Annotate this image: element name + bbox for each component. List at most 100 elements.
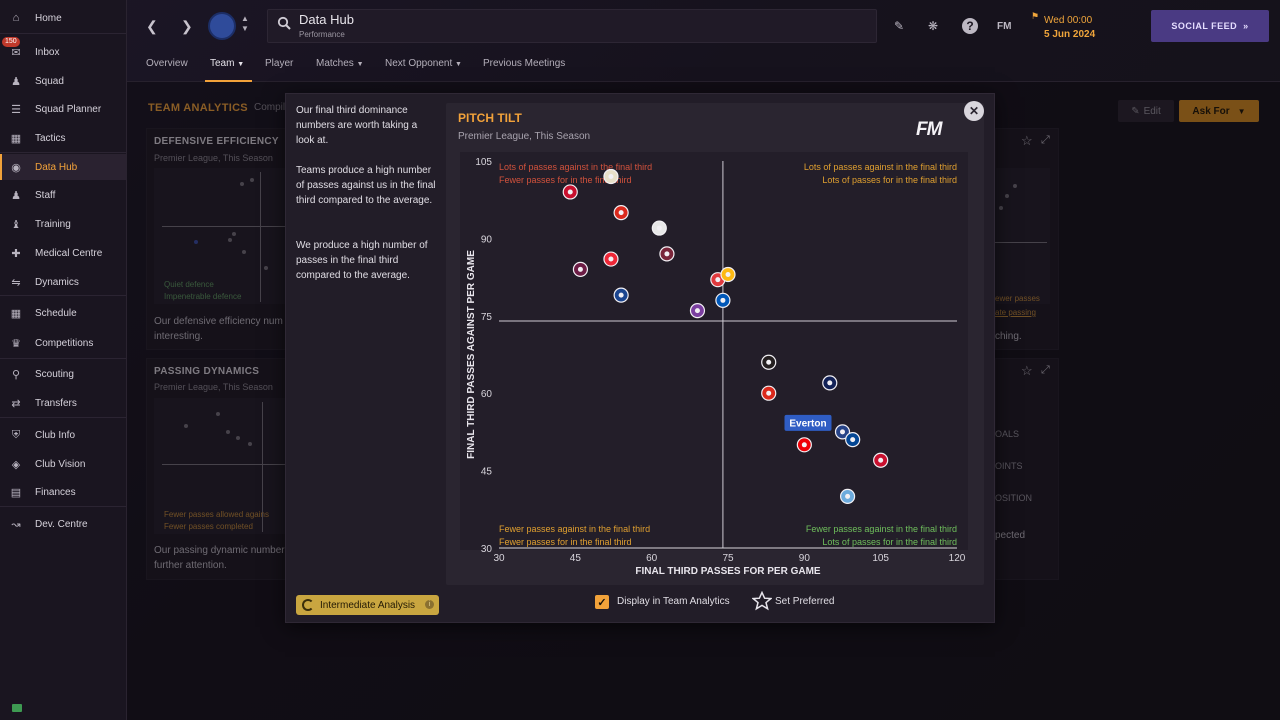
sidebar-item-inbox[interactable]: ✉ Inbox 150 xyxy=(0,37,126,65)
team-point xyxy=(572,261,589,277)
tab-overview[interactable]: Overview xyxy=(146,58,188,69)
mini-chart-dot xyxy=(194,240,198,244)
sidebar-item-label: Dynamics xyxy=(35,276,79,288)
favourite-star-icon[interactable]: ☆ xyxy=(1021,363,1033,378)
fm-menu-icon[interactable]: FM xyxy=(997,21,1012,32)
x-tick-label: 105 xyxy=(872,553,889,564)
schedule-icon: ▦ xyxy=(10,307,22,320)
sidebar-item-club-info[interactable]: ⛨ Club Info xyxy=(0,422,126,448)
team-crest-center xyxy=(608,256,614,262)
sidebar-item-training[interactable]: ♝ Training xyxy=(0,211,126,237)
modal-paragraph-3: We produce a high number of passes in th… xyxy=(296,240,428,281)
mini-chart-dot xyxy=(250,178,254,182)
brain-icon[interactable]: ❋ xyxy=(928,19,939,33)
analysis-level-icon xyxy=(302,599,314,611)
club-crest-icon[interactable] xyxy=(208,12,236,40)
display-in-team-analytics-checkbox[interactable]: ✓ xyxy=(595,595,609,609)
team-point xyxy=(689,303,706,319)
star-icon[interactable] xyxy=(752,591,772,611)
pencil-icon[interactable]: ✎ xyxy=(894,19,905,33)
x-tick-label: 75 xyxy=(722,553,734,564)
quadrant-label: Lots of passes against in the final thir… xyxy=(499,162,652,172)
mini-chart-dot xyxy=(264,266,268,270)
tab-team[interactable]: Team ▼ xyxy=(210,58,244,69)
sidebar-item-dynamics[interactable]: ⇋ Dynamics xyxy=(0,269,126,295)
page-title: Data Hub xyxy=(299,12,354,27)
team-point xyxy=(796,437,812,453)
mini-chart-dot xyxy=(236,436,240,440)
tab-previous-meetings[interactable]: Previous Meetings xyxy=(483,58,566,69)
quadrant-label: Lots of passes for in the final third xyxy=(822,537,957,547)
x-tick-label: 60 xyxy=(646,553,658,564)
forward-arrow-icon[interactable]: ❯ xyxy=(181,18,193,34)
pencil-icon: ✎ xyxy=(1131,105,1140,117)
display-in-team-analytics-label[interactable]: Display in Team Analytics xyxy=(617,596,730,607)
ask-for-button[interactable]: Ask For ▼ xyxy=(1179,100,1259,122)
right-row-label: OSITION xyxy=(995,493,1033,503)
team-crest-center xyxy=(618,292,624,298)
sidebar-item-home[interactable]: ⌂ Home xyxy=(0,5,126,31)
y-tick-label: 45 xyxy=(481,467,493,478)
favourite-star-icon[interactable]: ☆ xyxy=(1021,133,1033,148)
highlight-label: Everton xyxy=(789,418,826,429)
team-crest-center xyxy=(840,429,845,435)
sidebar-item-label: Home xyxy=(35,12,62,24)
scouting-icon: ⚲ xyxy=(11,368,21,381)
sidebar-item-squad-planner[interactable]: ☰ Squad Planner xyxy=(0,96,126,122)
sidebar-item-dev-centre[interactable]: ↝ Dev. Centre xyxy=(0,511,126,537)
x-tick-label: 120 xyxy=(949,553,966,564)
club-switch-icon[interactable]: ▲ ▼ xyxy=(241,14,249,33)
help-icon[interactable]: ? xyxy=(962,18,978,34)
social-feed-button[interactable]: SOCIAL FEED » xyxy=(1151,10,1269,42)
tab-matches[interactable]: Matches ▼ xyxy=(316,58,364,69)
x-axis-label: FINAL THIRD PASSES FOR PER GAME xyxy=(635,566,821,577)
date-box[interactable]: ⚑ xyxy=(1031,9,1141,43)
expand-icon[interactable]: ⤢ xyxy=(1041,364,1050,376)
sidebar-item-label: Schedule xyxy=(35,307,77,319)
trophy-icon: ♛ xyxy=(11,337,21,350)
tab-player[interactable]: Player xyxy=(265,58,294,69)
info-icon[interactable]: i xyxy=(425,600,434,609)
sidebar-item-data-hub[interactable]: ◉ Data Hub xyxy=(0,154,126,180)
intermediate-analysis-label: Intermediate Analysis xyxy=(320,599,416,611)
sidebar-item-label: Scouting xyxy=(35,368,74,380)
sidebar-item-competitions[interactable]: ♛ Competitions xyxy=(0,330,126,356)
sidebar-item-medical-centre[interactable]: ✚ Medical Centre xyxy=(0,240,126,266)
sidebar-item-scouting[interactable]: ⚲ Scouting xyxy=(0,361,126,387)
sidebar-separator xyxy=(0,506,126,507)
team-point xyxy=(873,452,889,468)
team-point xyxy=(839,488,856,504)
right-row-label: OINTS xyxy=(995,461,1023,471)
chevron-down-icon: ▼ xyxy=(1237,106,1246,116)
sidebar-item-finances[interactable]: ▤ Finances xyxy=(0,479,126,505)
set-preferred-label[interactable]: Set Preferred xyxy=(775,596,835,607)
sidebar-item-label: Medical Centre xyxy=(35,247,103,259)
home-icon: ⌂ xyxy=(12,12,20,24)
team-crest-center xyxy=(656,225,662,231)
close-button[interactable]: ✕ xyxy=(964,101,984,121)
search-icon[interactable] xyxy=(277,16,291,30)
sidebar-item-tactics[interactable]: ▦ Tactics xyxy=(0,125,126,151)
edit-button[interactable]: ✎ Edit xyxy=(1118,100,1174,122)
quadrant-label: Lots of passes for in the final third xyxy=(822,175,957,185)
sidebar-item-schedule[interactable]: ▦ Schedule xyxy=(0,300,126,326)
tab-next-opponent[interactable]: Next Opponent ▼ xyxy=(385,58,462,69)
club-vision-icon: ◈ xyxy=(11,458,21,471)
sidebar-item-staff[interactable]: ♟ Staff xyxy=(0,182,126,208)
search-bar[interactable] xyxy=(267,9,877,43)
modal-paragraph-1: Our final third dominance numbers are wo… xyxy=(296,105,418,146)
back-arrow-icon[interactable]: ❮ xyxy=(146,18,158,34)
dev-centre-icon: ↝ xyxy=(11,518,21,531)
sidebar-item-club-vision[interactable]: ◈ Club Vision xyxy=(0,451,126,477)
intermediate-analysis-button[interactable]: Intermediate Analysis i xyxy=(296,595,439,615)
defensive-efficiency-text-2: interesting. xyxy=(154,331,203,342)
sidebar-item-transfers[interactable]: ⇄ Transfers xyxy=(0,390,126,416)
sidebar-item-squad[interactable]: ♟ Squad xyxy=(0,68,126,94)
chevron-down-icon: ▼ xyxy=(356,61,364,68)
inbox-icon: ✉ xyxy=(11,46,21,59)
mini-chart-hline xyxy=(162,226,285,227)
sidebar-item-label: Inbox xyxy=(35,46,60,58)
expand-icon[interactable]: ⤢ xyxy=(1041,134,1050,146)
tab-next-opponent-label: Next Opponent xyxy=(385,58,453,69)
edit-label: Edit xyxy=(1143,105,1161,117)
